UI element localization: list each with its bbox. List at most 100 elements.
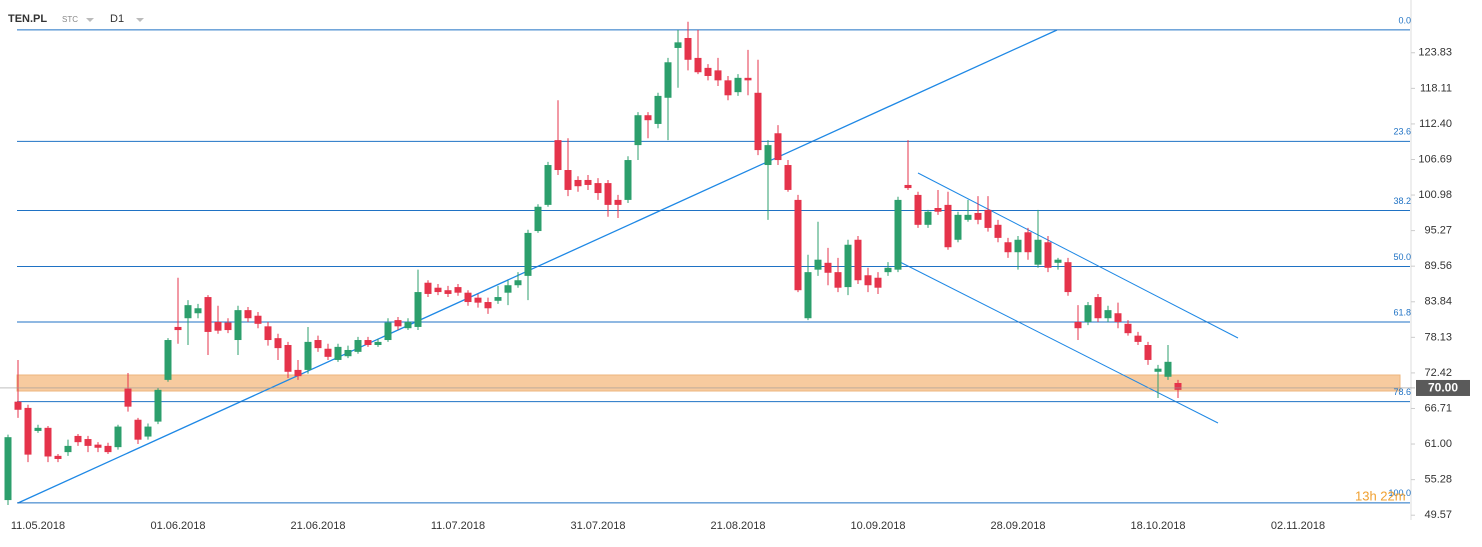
candle-body	[1114, 313, 1122, 322]
candle-body	[784, 165, 792, 190]
candle-body	[654, 95, 662, 124]
support-zone	[16, 374, 1401, 392]
interval[interactable]: D1	[110, 13, 124, 25]
last-price-box	[1416, 379, 1470, 396]
candle-body	[264, 326, 272, 341]
candle-body	[834, 272, 842, 288]
candle-body	[694, 57, 702, 73]
candle-body	[1094, 297, 1102, 319]
candle-body	[914, 194, 922, 225]
candle-body	[844, 244, 852, 288]
fib-label: 100.0	[1388, 488, 1411, 498]
candle-body	[924, 211, 932, 225]
candle-body	[1034, 239, 1042, 265]
x-tick-label: 21.08.2018	[710, 520, 765, 532]
candle-body	[184, 305, 192, 319]
candle-body	[434, 287, 442, 293]
last-price-label: 70.00	[1428, 381, 1458, 395]
candle-body	[154, 389, 162, 422]
y-tick-label: 55.28	[1424, 474, 1452, 486]
candle-body	[804, 272, 812, 319]
candle-body	[864, 275, 872, 286]
y-tick-label: 61.00	[1424, 438, 1452, 450]
candle-body	[164, 340, 172, 380]
channel-line	[899, 261, 1219, 424]
candle-body	[94, 444, 102, 448]
candle-body	[234, 310, 242, 341]
candle-body	[584, 179, 592, 185]
candle-body	[604, 183, 612, 205]
candle-body	[754, 92, 762, 151]
candle-body	[244, 310, 252, 319]
candle-body	[1044, 242, 1052, 268]
y-tick-label: 83.84	[1424, 296, 1452, 308]
market[interactable]: STC	[62, 15, 78, 24]
candle-body	[124, 388, 132, 407]
candle-body	[374, 341, 382, 346]
y-tick-label: 72.42	[1424, 367, 1452, 379]
symbol[interactable]: TEN.PL	[8, 13, 47, 25]
candle-body	[824, 262, 832, 273]
candle-body	[794, 199, 802, 291]
candle-body	[764, 145, 772, 166]
candle-body	[524, 232, 532, 276]
candle-body	[314, 340, 322, 349]
candle-body	[614, 199, 622, 205]
candle-body	[414, 292, 422, 327]
candle-body	[934, 208, 942, 212]
candle-body	[894, 199, 902, 270]
candle-body	[1024, 232, 1032, 253]
candle-body	[514, 280, 522, 286]
candle-body	[64, 445, 72, 453]
candle-body	[1144, 345, 1152, 360]
candle-body	[454, 287, 462, 293]
candle-body	[174, 326, 182, 331]
candle-body	[474, 297, 482, 303]
candle-body	[84, 439, 92, 446]
candle-body	[744, 77, 752, 81]
dropdown-arrow[interactable]	[86, 18, 94, 22]
candle-body	[624, 160, 632, 200]
candle-body	[634, 115, 642, 146]
candle-body	[1084, 305, 1092, 322]
candle-body	[44, 427, 52, 457]
candle-body	[324, 348, 332, 357]
candle-body	[774, 133, 782, 161]
dropdown-arrow[interactable]	[136, 18, 144, 22]
candle-body	[4, 437, 12, 501]
candle-body	[74, 435, 82, 443]
x-tick-label: 02.11.2018	[1271, 520, 1325, 532]
candle-body	[464, 292, 472, 303]
candle-body	[104, 445, 112, 453]
x-tick-label: 01.06.2018	[150, 520, 205, 532]
x-tick-label: 18.10.2018	[1130, 520, 1185, 532]
candle-body	[544, 165, 552, 205]
candle-body	[674, 42, 682, 48]
candle-body	[704, 67, 712, 76]
candle-body	[964, 214, 972, 220]
y-tick-label: 66.71	[1424, 402, 1452, 414]
fib-label: 23.6	[1393, 127, 1411, 137]
candle-body	[884, 267, 892, 273]
candle-body	[734, 77, 742, 93]
fib-label: 38.2	[1393, 196, 1411, 206]
candle-body	[504, 285, 512, 293]
y-tick-label: 89.56	[1424, 260, 1452, 272]
x-tick-label: 28.09.2018	[990, 520, 1045, 532]
candle-body	[974, 212, 982, 220]
candle-body	[564, 170, 572, 190]
candle-body	[344, 349, 352, 357]
candle-body	[384, 322, 392, 341]
x-tick-label: 21.06.2018	[290, 520, 345, 532]
candle-body	[334, 346, 342, 360]
candle-body	[494, 297, 502, 301]
y-tick-label: 100.98	[1418, 189, 1452, 201]
candle-body	[1104, 310, 1112, 319]
candle-body	[204, 297, 212, 332]
candle-body	[1014, 239, 1022, 253]
candle-body	[1064, 262, 1072, 293]
candle-body	[574, 179, 582, 187]
fib-label: 61.8	[1393, 307, 1411, 317]
candle-body	[984, 209, 992, 228]
candle-body	[1164, 361, 1172, 377]
